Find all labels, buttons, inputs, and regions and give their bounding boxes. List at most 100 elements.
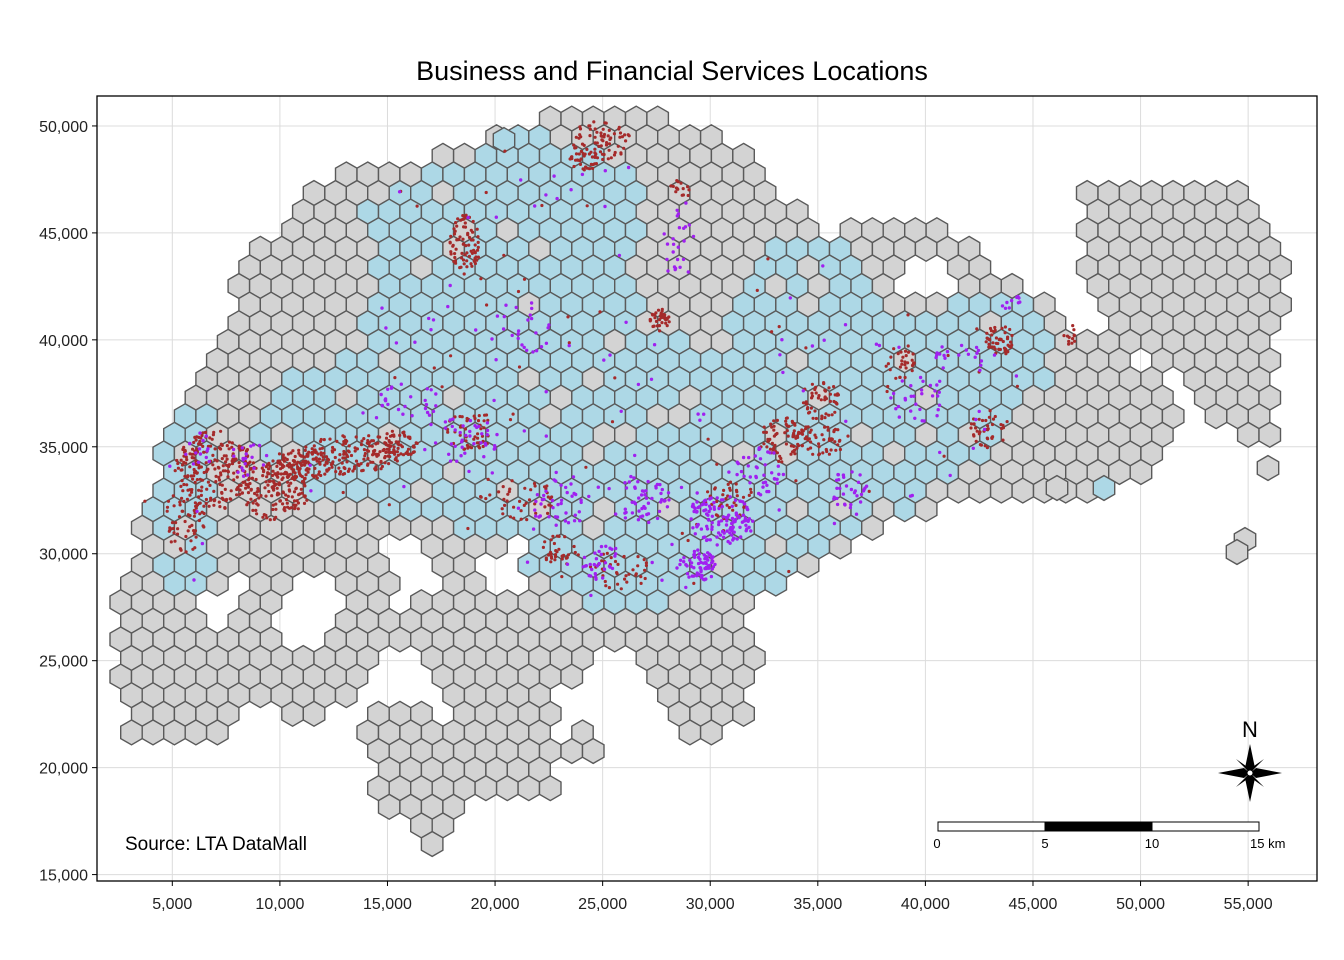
location-point xyxy=(361,411,365,415)
location-point xyxy=(777,472,781,476)
location-point xyxy=(204,497,208,502)
location-point xyxy=(522,277,527,281)
location-point xyxy=(974,426,978,430)
location-point xyxy=(503,503,507,507)
location-point xyxy=(321,458,325,462)
y-tick-label: 30,000 xyxy=(39,547,88,564)
location-point xyxy=(330,449,334,453)
location-point xyxy=(202,525,206,529)
location-point xyxy=(617,127,621,131)
location-point xyxy=(475,258,479,262)
location-point xyxy=(702,553,706,557)
hex-cell xyxy=(678,719,702,746)
location-point xyxy=(745,507,749,511)
location-point xyxy=(988,326,993,331)
location-point xyxy=(1001,423,1005,427)
location-point xyxy=(617,253,622,258)
y-tick-label: 15,000 xyxy=(39,868,88,885)
location-point xyxy=(877,343,882,348)
location-point xyxy=(634,572,638,576)
location-point xyxy=(832,385,836,389)
location-point xyxy=(267,489,271,494)
location-point xyxy=(169,540,173,544)
location-point xyxy=(286,494,290,498)
location-point xyxy=(238,488,242,492)
location-point xyxy=(555,550,559,554)
location-point xyxy=(241,456,245,461)
location-point xyxy=(838,486,842,491)
location-point xyxy=(325,469,329,473)
location-point xyxy=(567,343,571,348)
location-point xyxy=(409,395,413,399)
location-point xyxy=(383,454,387,459)
location-point xyxy=(639,575,643,579)
location-point xyxy=(289,481,293,485)
location-point xyxy=(920,392,924,396)
location-point xyxy=(314,456,318,460)
location-point xyxy=(301,460,305,464)
location-point xyxy=(702,502,706,506)
location-point xyxy=(306,460,310,464)
location-point xyxy=(326,457,330,461)
location-point xyxy=(188,514,192,518)
location-point xyxy=(972,422,976,426)
location-point xyxy=(250,476,254,480)
location-point xyxy=(518,499,522,503)
location-point xyxy=(276,471,280,475)
location-point xyxy=(587,167,592,171)
location-point xyxy=(303,484,307,488)
location-point xyxy=(731,538,735,542)
location-point xyxy=(482,426,486,430)
location-point xyxy=(288,472,292,476)
location-point xyxy=(453,252,457,256)
location-point xyxy=(285,501,289,505)
location-point xyxy=(547,515,551,519)
location-point xyxy=(937,403,942,407)
hex-cell xyxy=(184,719,208,746)
location-point xyxy=(392,433,396,437)
location-point xyxy=(695,491,699,495)
location-point xyxy=(406,447,411,451)
location-point xyxy=(504,303,508,307)
location-point xyxy=(1009,298,1014,303)
location-point xyxy=(610,420,615,424)
location-point xyxy=(794,479,798,483)
y-tick-label: 20,000 xyxy=(39,761,88,778)
location-point xyxy=(896,352,900,356)
location-point xyxy=(601,576,605,580)
location-point xyxy=(980,418,985,423)
location-point xyxy=(811,452,815,456)
location-point xyxy=(725,503,729,507)
location-point xyxy=(985,336,989,340)
location-point xyxy=(483,413,487,417)
location-point xyxy=(396,407,401,412)
location-point xyxy=(188,493,192,497)
location-point xyxy=(565,490,569,495)
location-point xyxy=(583,152,587,156)
location-point xyxy=(245,464,249,468)
location-point xyxy=(268,518,272,522)
location-point xyxy=(381,448,385,453)
location-point xyxy=(909,409,913,413)
location-point xyxy=(543,540,547,544)
hex-cell-with-services xyxy=(893,495,917,523)
location-point xyxy=(189,474,193,478)
location-point xyxy=(844,419,848,423)
location-point xyxy=(828,399,833,403)
location-point xyxy=(303,495,307,499)
location-point xyxy=(837,478,841,482)
location-point xyxy=(584,564,588,568)
hex-cell xyxy=(699,719,723,746)
location-point xyxy=(198,477,202,481)
location-point xyxy=(384,326,388,330)
location-point xyxy=(704,538,709,543)
location-point xyxy=(993,414,997,419)
location-point xyxy=(303,448,307,452)
location-point xyxy=(572,491,576,496)
location-point xyxy=(704,508,708,512)
location-point xyxy=(646,479,650,484)
location-point xyxy=(193,471,197,475)
location-point xyxy=(632,476,636,480)
location-point xyxy=(874,342,879,346)
location-point xyxy=(188,452,192,456)
